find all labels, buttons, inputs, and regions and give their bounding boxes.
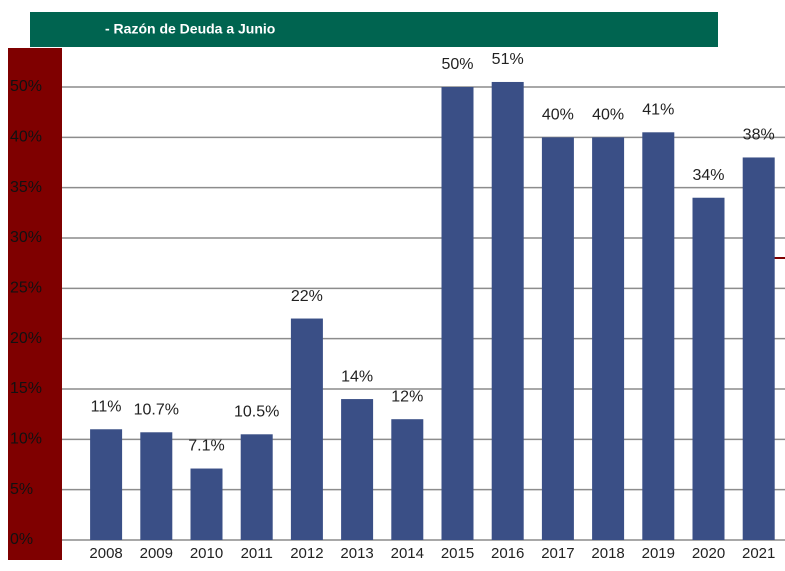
y-tick-label: 35% <box>10 179 42 196</box>
value-label: 40% <box>592 107 624 124</box>
value-label: 12% <box>391 388 423 405</box>
x-tick-label: 2012 <box>290 545 323 562</box>
x-tick-label: 2011 <box>241 545 273 562</box>
bar <box>391 419 424 540</box>
y-tick-label: 40% <box>10 129 42 146</box>
value-label: 14% <box>341 368 373 385</box>
bar <box>592 137 625 541</box>
x-tick-label: 2010 <box>190 545 223 562</box>
x-tick-label: 2015 <box>441 545 474 562</box>
bar <box>90 429 123 540</box>
x-tick-label: 2016 <box>491 545 524 562</box>
y-tick-label: 0% <box>10 531 33 548</box>
value-label: 40% <box>542 107 574 124</box>
value-label: 50% <box>441 56 473 73</box>
x-tick-label: 2019 <box>642 545 675 562</box>
value-label: 10.5% <box>234 404 279 421</box>
value-label: 22% <box>291 288 323 305</box>
y-tick-label: 15% <box>10 380 42 397</box>
bar <box>240 434 273 540</box>
bar <box>692 197 725 540</box>
y-tick-label: 10% <box>10 431 42 448</box>
bar <box>742 157 775 540</box>
x-tick-label: 2013 <box>340 545 373 562</box>
x-tick-label: 2014 <box>391 545 424 562</box>
x-tick-label: 2008 <box>89 545 122 562</box>
chart-title: - Razón de Deuda a Junio <box>105 21 275 37</box>
bar <box>541 137 574 541</box>
x-tick-label: 2018 <box>591 545 624 562</box>
x-tick-label: 2009 <box>140 545 173 562</box>
bar <box>642 132 675 541</box>
y-tick-label: 30% <box>10 229 42 246</box>
x-tick-label: 2020 <box>692 545 725 562</box>
bar <box>290 318 323 540</box>
value-label: 34% <box>692 167 724 184</box>
value-label: 7.1% <box>188 438 224 455</box>
x-tick-label: 2017 <box>541 545 574 562</box>
x-tick-label: 2021 <box>742 545 775 562</box>
value-label: 41% <box>642 102 674 119</box>
value-label: 51% <box>492 51 524 68</box>
bar <box>140 432 173 540</box>
y-tick-label: 20% <box>10 330 42 347</box>
title-bar <box>30 12 718 47</box>
axis-band <box>8 48 62 560</box>
bar <box>190 468 223 540</box>
bar <box>491 81 524 540</box>
y-tick-label: 25% <box>10 280 42 297</box>
value-label: 10.7% <box>134 402 179 419</box>
y-tick-label: 50% <box>10 78 42 95</box>
value-label: 11% <box>91 398 122 415</box>
bar <box>441 87 474 540</box>
value-label: 38% <box>743 127 775 144</box>
bar <box>341 399 374 540</box>
y-tick-label: 5% <box>10 481 33 498</box>
